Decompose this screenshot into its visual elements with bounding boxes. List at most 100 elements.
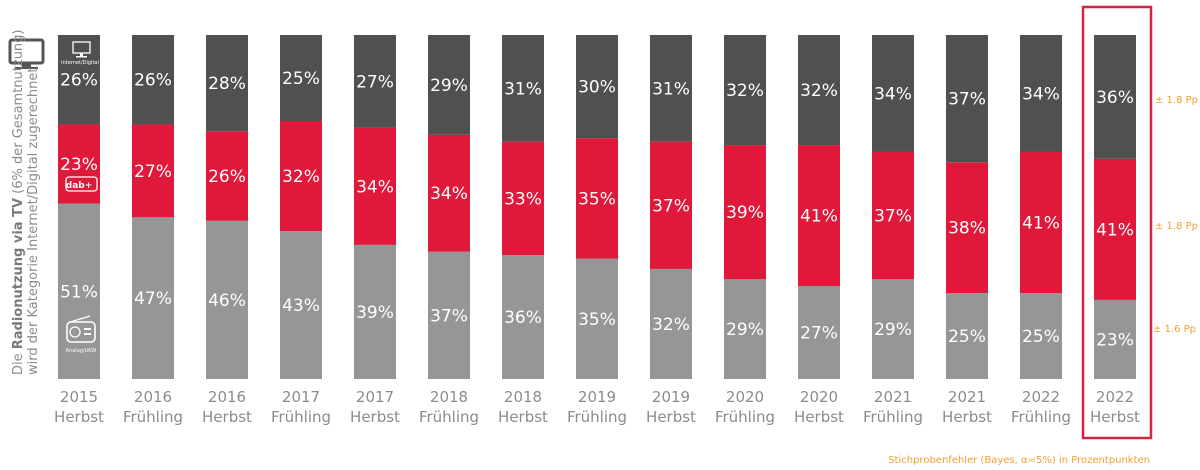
value-label-analog-9: 29% [726,320,764,340]
bar-segment-dab-12 [946,162,988,293]
category-year-10: 2020 [800,388,838,406]
error-label-middle: ± 1.8 Pp [1155,221,1198,232]
bar-segment-dab-5 [428,134,470,252]
bar-segment-dab-2 [206,131,248,221]
value-label-analog-3: 43% [282,296,320,316]
category-year-6: 2018 [504,388,542,406]
value-label-analog-8: 32% [652,315,690,335]
dab-plus-icon: dab+ [65,176,98,192]
value-label-dab-7: 35% [578,189,616,209]
bar-segment-analog-9 [724,279,766,379]
value-label-dab-9: 39% [726,203,764,223]
bar-segment-internet-8 [650,35,692,142]
bar-segment-dab-9 [724,145,766,280]
bar-segment-internet-4 [354,35,396,128]
value-label-internet-8: 31% [652,79,690,99]
bar-segment-analog-10 [798,286,840,379]
bar-segment-dab-3 [280,121,322,232]
dab-plus-icon-label: dab+ [66,181,93,191]
category-season-10: Herbst [794,408,844,426]
value-label-internet-1: 26% [134,71,172,91]
value-label-analog-10: 27% [800,324,838,344]
bar-segment-analog-0 [58,203,100,379]
category-season-5: Frühling [419,408,479,426]
category-season-0: Herbst [54,408,104,426]
category-year-5: 2018 [430,388,468,406]
value-label-dab-1: 27% [134,162,172,182]
value-label-analog-13: 25% [1022,327,1060,347]
computer-icon: Internet/Digital [61,41,99,66]
bar-segment-analog-4 [354,244,396,379]
value-label-internet-10: 32% [800,81,838,101]
value-label-dab-11: 37% [874,207,912,227]
value-label-internet-4: 27% [356,72,394,92]
value-label-internet-0: 26% [60,71,98,91]
bar-segment-dab-14 [1094,158,1136,300]
category-season-2: Herbst [202,408,252,426]
value-label-internet-9: 32% [726,81,764,101]
computer-icon-label: Internet/Digital [61,60,99,66]
category-year-11: 2021 [874,388,912,406]
bar-segment-internet-11 [872,35,914,152]
bar-segment-analog-11 [872,279,914,379]
value-label-dab-2: 26% [208,167,246,187]
category-year-12: 2021 [948,388,986,406]
bar-segment-dab-4 [354,127,396,245]
category-season-4: Herbst [350,408,400,426]
value-label-analog-4: 39% [356,303,394,323]
value-label-internet-7: 30% [578,78,616,98]
bar-segment-analog-6 [502,255,544,379]
value-label-analog-5: 37% [430,306,468,326]
highlight-frame [1081,5,1153,440]
value-label-dab-12: 38% [948,219,986,239]
value-label-internet-3: 25% [282,69,320,89]
bar-segment-analog-12 [946,293,988,379]
category-year-1: 2016 [134,388,172,406]
bar-segment-internet-1 [132,35,174,125]
footnote: Stichprobenfehler (Bayes, α=5%) in Proze… [888,455,1150,466]
value-label-analog-1: 47% [134,289,172,309]
value-label-dab-4: 34% [356,177,394,197]
bar-segment-dab-7 [576,138,618,259]
bar-segment-analog-14 [1094,299,1136,379]
bar-segment-internet-2 [206,35,248,132]
value-label-dab-0: 23% [60,155,98,175]
error-label-top: ± 1.8 Pp [1155,95,1198,106]
bar-segment-analog-3 [280,231,322,379]
category-season-11: Frühling [863,408,923,426]
bar-segment-dab-13 [1020,151,1062,293]
bar-segment-internet-12 [946,35,988,163]
category-season-14: Herbst [1090,408,1140,426]
value-label-dab-6: 33% [504,189,542,209]
value-label-internet-13: 34% [1022,84,1060,104]
value-label-internet-11: 34% [874,84,912,104]
radio-icon: Analog/UKW [66,315,97,354]
category-season-3: Frühling [271,408,331,426]
bar-segment-dab-11 [872,151,914,280]
category-season-7: Frühling [567,408,627,426]
category-year-0: 2015 [60,388,98,406]
category-season-6: Herbst [498,408,548,426]
bar-segment-internet-3 [280,35,322,121]
bar-segment-internet-0 [58,35,100,125]
value-label-dab-3: 32% [282,167,320,187]
radio-icon-label: Analog/UKW [66,348,97,354]
category-season-1: Frühling [123,408,183,426]
category-year-8: 2019 [652,388,690,406]
value-label-internet-2: 28% [208,74,246,94]
value-label-internet-14: 36% [1096,88,1134,108]
y-axis-label: Die Radionutzung via TV (6% der Gesamtnu… [11,30,41,376]
bar-segment-internet-5 [428,35,470,135]
bar-segment-dab-1 [132,124,174,218]
bar-segment-analog-2 [206,220,248,379]
y-axis-label-line1: Die Radionutzung via TV (6% der Gesamtnu… [11,30,26,376]
error-label-bottom: ± 1.6 Pp [1153,324,1196,335]
category-year-7: 2019 [578,388,616,406]
bars-layer [58,35,1136,379]
value-label-analog-0: 51% [60,282,98,302]
category-year-9: 2020 [726,388,764,406]
bar-segment-analog-8 [650,268,692,379]
value-label-dab-14: 41% [1096,220,1134,240]
bar-segment-analog-13 [1020,293,1062,379]
value-label-analog-14: 23% [1096,330,1134,350]
